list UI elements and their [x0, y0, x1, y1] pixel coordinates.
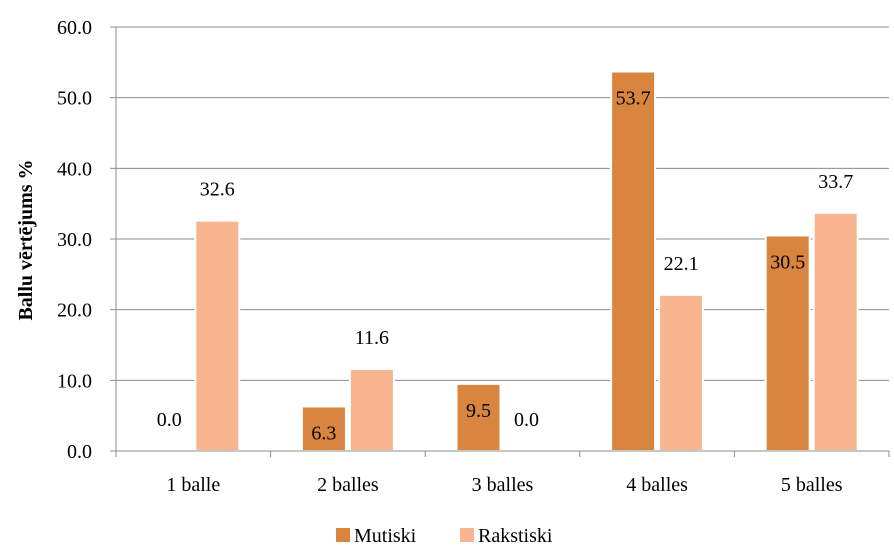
x-tick-label: 1 balle [166, 474, 220, 496]
data-label: 33.7 [818, 171, 853, 193]
y-axis-label: Ballu vērtējums % [15, 159, 37, 320]
bar-rakstiski-5 [812, 211, 859, 452]
data-label: 32.6 [200, 179, 235, 201]
x-tick-labels: 1 balle 2 balles 3 balles 4 balles 5 balles [166, 474, 842, 496]
bar-rakstiski-2 [348, 368, 395, 453]
axes [110, 26, 890, 457]
data-label: 53.7 [616, 88, 651, 110]
legend-label-rakstiski: Rakstiski [478, 525, 553, 545]
data-label: 30.5 [770, 251, 805, 273]
bar-rakstiski-1 [194, 219, 241, 452]
x-tick-label: 3 balles [472, 474, 534, 496]
y-tick-label: 40.0 [57, 158, 92, 180]
y-tick-label: 30.0 [57, 229, 92, 251]
legend-swatch-rakstiski [460, 528, 474, 542]
legend-swatch-mutiski [336, 528, 350, 542]
bar-rakstiski-4 [658, 293, 705, 452]
bar-mutiski-4 [610, 70, 657, 453]
data-label: 0.0 [157, 409, 182, 431]
legend-label-mutiski: Mutiski [354, 525, 417, 545]
bar-mutiski-3 [455, 382, 502, 452]
y-tick-labels: 0.0 10.0 20.0 30.0 40.0 50.0 60.0 [57, 17, 92, 463]
y-tick-label: 0.0 [67, 441, 92, 463]
bar-mutiski-5 [764, 234, 811, 452]
y-tick-label: 20.0 [57, 300, 92, 322]
y-tick-label: 50.0 [57, 88, 92, 110]
x-tick-label: 4 balles [626, 474, 688, 496]
gridlines [116, 26, 889, 381]
y-tick-label: 60.0 [57, 17, 92, 39]
legend: Mutiski Rakstiski [336, 525, 553, 545]
y-tick-label: 10.0 [57, 370, 92, 392]
data-label: 6.3 [311, 422, 336, 444]
data-label: 22.1 [664, 253, 699, 275]
data-label: 11.6 [355, 327, 389, 349]
data-label: 0.0 [514, 409, 539, 431]
x-tick-label: 2 balles [317, 474, 379, 496]
bars [194, 70, 859, 453]
x-tick-label: 5 balles [781, 474, 843, 496]
data-labels: 0.0 6.3 9.5 53.7 30.5 32.6 11.6 0.0 22.1 33.7 [157, 88, 853, 445]
data-label: 9.5 [466, 400, 491, 422]
